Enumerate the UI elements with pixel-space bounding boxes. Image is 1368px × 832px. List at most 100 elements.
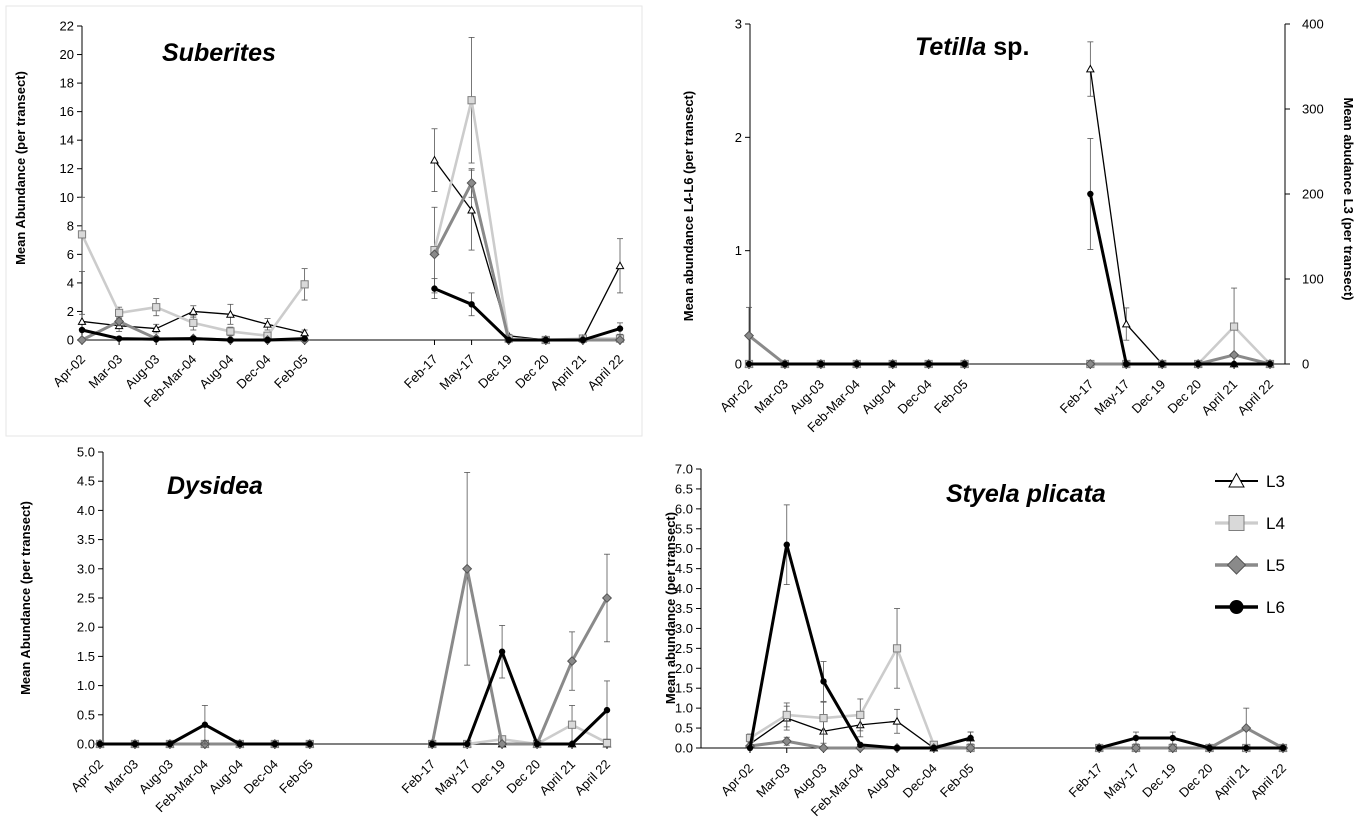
y-right-tick-label: 300 [1302,102,1324,117]
y-tick-label: 20 [60,47,74,62]
y-tick-label: 0.0 [77,737,95,752]
legend-item-l6: L6 [1215,598,1285,617]
data-point [893,744,901,752]
data-point [189,318,198,327]
x-tick-label: May-17 [432,757,473,798]
y-tick-label: 3.5 [77,532,95,547]
y-tick-label: 4.5 [77,474,95,489]
y-tick-label: 4.0 [675,581,693,596]
chart-title: Suberites [162,39,276,67]
y-tick-label: 0.0 [675,741,693,756]
series-line [433,159,621,341]
legend: L3 L4 L5 L6 [1215,472,1285,617]
legend-item-l3: L3 [1215,472,1285,491]
data-point [1123,360,1130,368]
y-tick-label: 12 [60,161,74,176]
data-point [300,280,309,289]
x-tick-label: April 22 [584,352,626,394]
y-tick-label: 1.0 [77,678,95,693]
x-tick-label: Aug-04 [206,757,246,797]
y-axis-label: Mean abundance (per transect) [663,512,678,704]
x-tick-label: Mar-03 [753,761,793,801]
data-point [131,740,139,748]
chart-dysidea: Dysidea Mean Abundance (per transect) 0.… [18,445,613,816]
data-point [746,744,754,752]
y-axis-label: Mean Abundance (per transect) [18,501,33,695]
data-point [542,336,549,344]
x-tick-label: Dec 19 [1139,761,1179,801]
y-tick-label: 0 [735,357,742,372]
data-point [857,741,864,749]
x-tick-label: April 22 [1247,761,1289,803]
series-line [430,567,609,746]
data-point [201,721,209,728]
data-point [77,316,87,325]
y-axis-label: Mean abundance L4-L6 (per transect) [681,91,696,321]
x-tick-label: Dec 20 [1165,377,1205,417]
data-point [428,740,436,748]
series-l4 [77,37,625,345]
data-point [1194,360,1202,368]
x-tick-label: April 21 [547,352,589,394]
data-point [1243,744,1250,752]
y-tick-label: 16 [60,104,74,119]
series-l6 [96,625,611,748]
data-point [1085,358,1096,370]
data-point [77,230,87,239]
y-tick-label: 4.5 [675,561,693,576]
x-tick-label: April 22 [571,757,613,799]
x-tick-label: Feb-17 [401,352,441,392]
data-point [579,336,587,344]
data-point [190,335,197,342]
legend-label: L3 [1266,472,1285,491]
y-tick-label: 7.0 [675,462,693,477]
chart-title: Tetilla sp. [915,33,1029,61]
x-tick-label: Dec 20 [503,757,543,797]
x-tick-label: Feb-05 [931,377,971,417]
data-point [1085,64,1095,73]
x-tick-label: April 21 [536,757,578,799]
y-tick-label: 3 [735,17,742,32]
legend-marker [1228,472,1245,488]
data-point [892,716,902,725]
data-point [462,563,473,574]
data-point [817,360,825,368]
data-point [467,96,476,105]
data-point [781,360,789,368]
data-point [151,323,161,332]
y-tick-label: 8 [67,218,74,233]
data-point [225,309,235,318]
data-point [965,742,976,754]
series-line [1098,736,1283,750]
series-line [433,181,620,342]
legend-marker [1226,555,1247,575]
data-point [930,744,937,752]
x-tick-label: Feb-17 [399,757,439,797]
data-point [819,714,828,723]
data-point [925,360,932,368]
x-tick-label: April 21 [1198,377,1240,419]
legend-item-l4: L4 [1215,514,1285,533]
series-l6 [746,504,1287,752]
x-tick-label: Dec 20 [512,352,552,392]
data-point [781,736,792,747]
data-point [567,656,578,667]
y-tick-label: 1.0 [675,701,693,716]
y-tick-label: 5.0 [675,541,693,556]
series-l3 [744,41,1275,368]
x-tick-label: April 22 [1234,377,1276,419]
data-point [115,308,124,317]
x-tick-label: May-17 [436,352,477,393]
data-point [466,177,477,189]
data-point [114,316,125,327]
data-point [505,336,512,344]
data-point [1121,319,1131,328]
chart-suberites: Suberites Mean Abundance (per transect) … [5,5,643,437]
x-tick-label: Dec 19 [468,757,508,797]
x-tick-label: Apr-02 [50,352,88,390]
data-point [1230,360,1238,368]
data-point [263,319,272,328]
x-tick-label: Aug-04 [863,761,903,801]
data-point [271,740,279,748]
x-tick-label: May-17 [1091,377,1132,418]
